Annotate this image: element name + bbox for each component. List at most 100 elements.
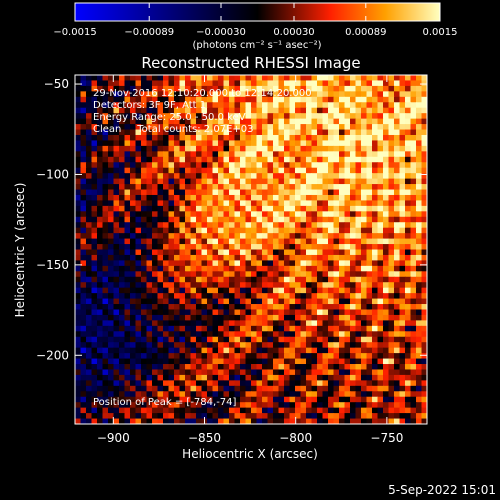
heatmap-cell	[179, 151, 186, 158]
heatmap-cell	[212, 374, 219, 381]
heatmap-cell	[388, 173, 395, 180]
heatmap-cell	[196, 342, 203, 349]
heatmap-cell	[229, 134, 236, 142]
heatmap-cell	[113, 396, 120, 403]
heatmap-cell	[108, 216, 115, 223]
heatmap-cell	[256, 413, 263, 420]
heatmap-cell	[300, 385, 307, 392]
heatmap-cell	[405, 80, 412, 87]
heatmap-cell	[267, 254, 274, 261]
heatmap-cell	[328, 129, 335, 136]
heatmap-cell	[196, 233, 203, 240]
heatmap-cell	[168, 369, 175, 376]
heatmap-cell	[245, 167, 252, 174]
heatmap-cell	[163, 145, 170, 152]
heatmap-cell	[119, 238, 126, 245]
heatmap-cell	[75, 211, 82, 218]
heatmap-cell	[289, 265, 296, 272]
heatmap-cell	[240, 85, 247, 92]
heatmap-cell	[267, 194, 274, 202]
heatmap-cell	[421, 91, 427, 98]
heatmap-cell	[185, 407, 192, 414]
heatmap-cell	[152, 173, 159, 180]
heatmap-cell	[284, 380, 291, 387]
heatmap-cell	[86, 113, 93, 120]
heatmap-cell	[190, 134, 197, 142]
heatmap-cell	[322, 184, 329, 191]
heatmap-cell	[256, 173, 263, 180]
heatmap-cell	[75, 364, 82, 371]
heatmap-cell	[218, 140, 225, 147]
heatmap-cell	[300, 369, 307, 376]
heatmap-cell	[190, 380, 197, 387]
heatmap-cell	[113, 342, 120, 349]
heatmap-cell	[322, 118, 329, 125]
heatmap-cell	[218, 271, 225, 278]
heatmap-cell	[135, 80, 142, 87]
heatmap-cell	[388, 287, 395, 294]
heatmap-cell	[344, 314, 351, 321]
heatmap-cell	[278, 391, 285, 398]
heatmap-cell	[157, 347, 164, 354]
heatmap-cell	[124, 265, 131, 272]
heatmap-cell	[135, 151, 142, 158]
heatmap-cell	[339, 418, 346, 424]
heatmap-cell	[278, 249, 285, 256]
heatmap-cell	[196, 304, 203, 311]
heatmap-cell	[306, 396, 313, 403]
heatmap-cell	[168, 331, 175, 338]
heatmap-cell	[108, 276, 115, 283]
heatmap-cell	[108, 205, 115, 212]
heatmap-cell	[245, 211, 252, 218]
heatmap-cell	[306, 140, 313, 147]
heatmap-cell	[355, 173, 362, 180]
heatmap-cell	[113, 353, 120, 360]
heatmap-cell	[207, 336, 214, 343]
heatmap-cell	[190, 325, 197, 332]
heatmap-cell	[240, 298, 247, 305]
heatmap-cell	[80, 265, 87, 272]
heatmap-cell	[372, 102, 379, 109]
heatmap-cell	[267, 293, 274, 300]
heatmap-cell	[295, 238, 302, 245]
heatmap-cell	[80, 331, 87, 338]
heatmap-cell	[251, 233, 258, 240]
heatmap-cell	[80, 413, 87, 420]
heatmap-cell	[399, 244, 406, 251]
heatmap-cell	[108, 151, 115, 158]
heatmap-cell	[339, 205, 346, 212]
heatmap-cell	[212, 391, 219, 398]
heatmap-cell	[86, 189, 93, 196]
heatmap-cell	[262, 244, 269, 251]
heatmap-cell	[179, 271, 186, 278]
heatmap-cell	[141, 396, 148, 403]
heatmap-cell	[152, 244, 159, 251]
heatmap-cell	[75, 298, 82, 305]
heatmap-cell	[311, 244, 318, 251]
heatmap-cell	[416, 244, 423, 251]
heatmap-cell	[113, 391, 120, 398]
heatmap-cell	[174, 113, 181, 120]
heatmap-cell	[75, 107, 82, 114]
heatmap-cell	[135, 233, 142, 240]
heatmap-cell	[350, 91, 357, 98]
heatmap-cell	[300, 298, 307, 305]
heatmap-cell	[388, 233, 395, 240]
heatmap-cell	[322, 233, 329, 240]
heatmap-cell	[163, 162, 170, 169]
heatmap-cell	[80, 91, 87, 98]
heatmap-cell	[223, 91, 230, 98]
heatmap-cell	[223, 113, 230, 120]
heatmap-cell	[75, 80, 82, 87]
heatmap-cell	[86, 271, 93, 278]
heatmap-cell	[86, 162, 93, 169]
heatmap-cell	[377, 353, 384, 360]
heatmap-cell	[234, 402, 241, 409]
heatmap-cell	[80, 282, 87, 289]
heatmap-cell	[196, 173, 203, 180]
heatmap-cell	[311, 396, 318, 403]
heatmap-cell	[130, 107, 137, 114]
heatmap-cell	[91, 260, 98, 267]
heatmap-cell	[179, 80, 186, 87]
heatmap-cell	[339, 396, 346, 403]
